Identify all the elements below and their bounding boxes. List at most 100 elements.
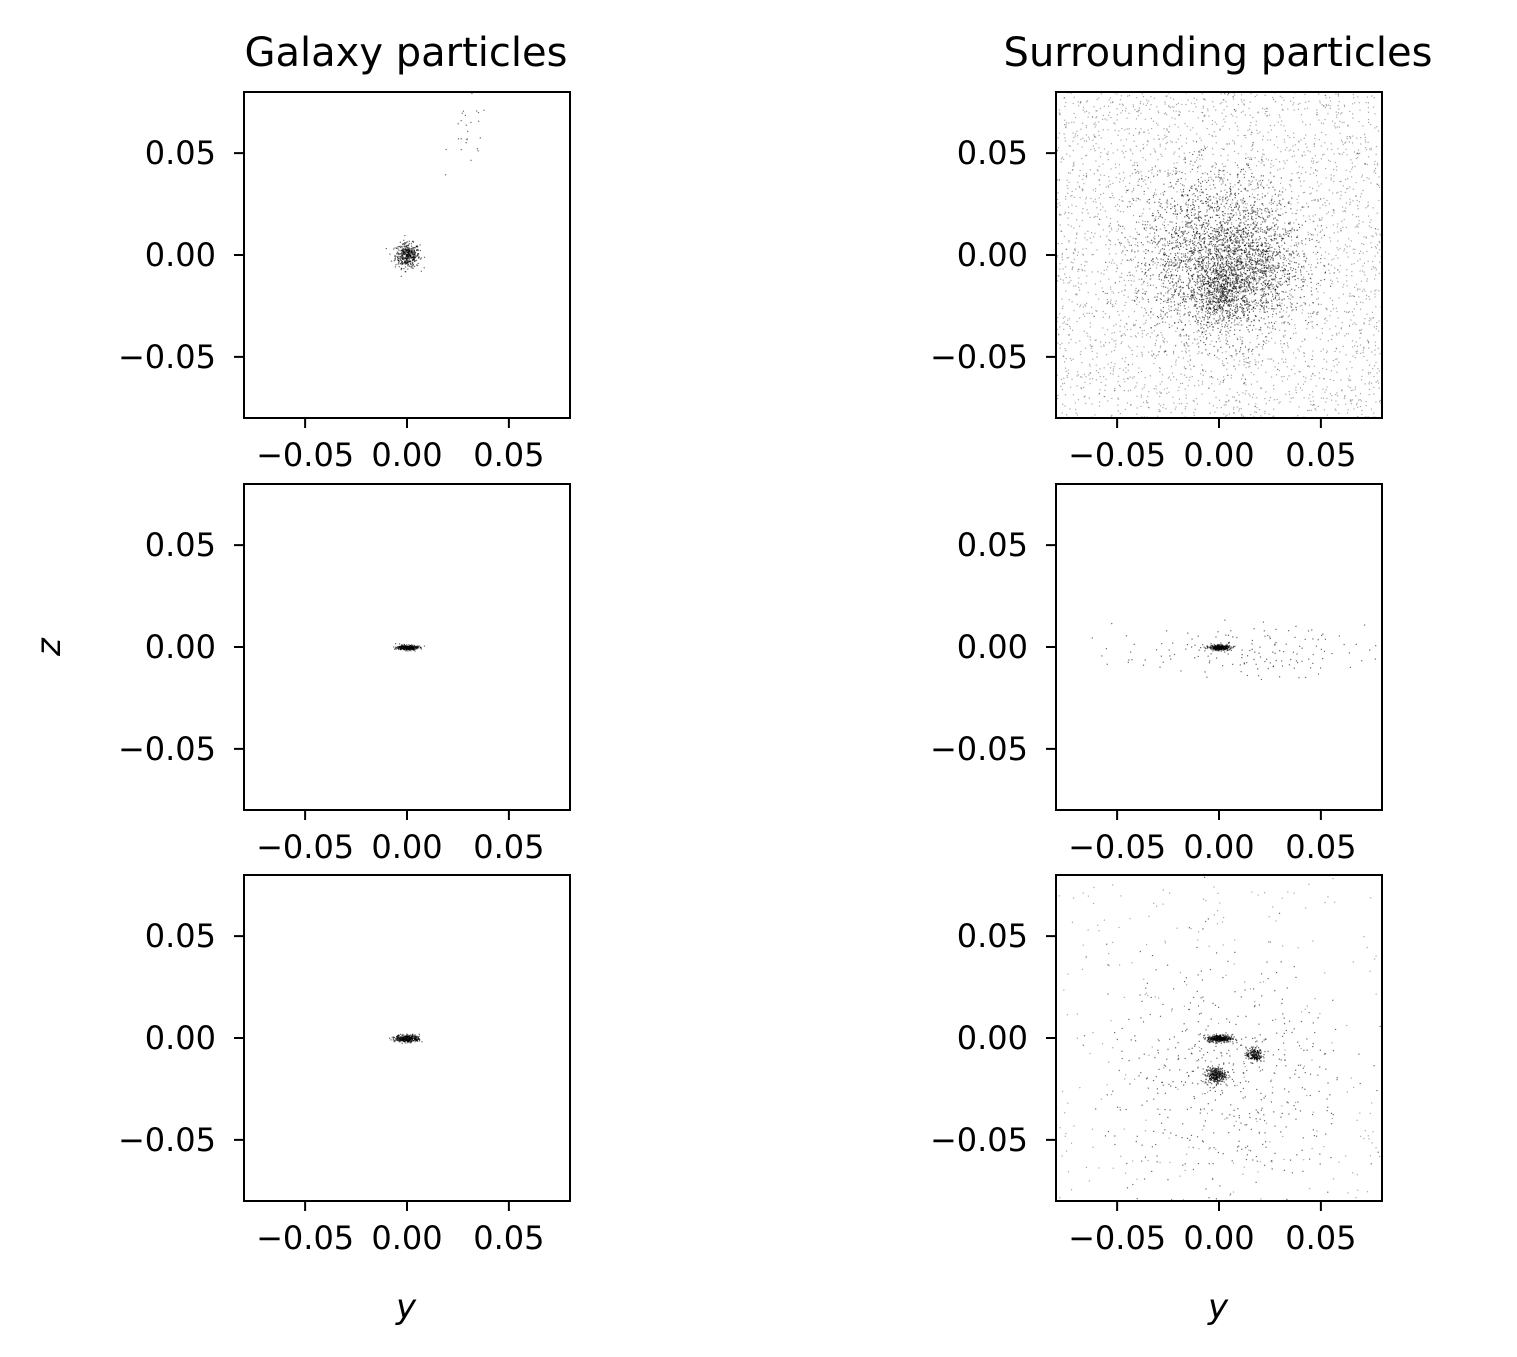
particle-point <box>1257 250 1259 252</box>
particle-point <box>1110 197 1112 199</box>
particle-point <box>1289 268 1292 270</box>
particle-point <box>1171 229 1174 231</box>
particle-point <box>1315 253 1317 255</box>
particle-point <box>403 257 406 260</box>
particle-point <box>1207 228 1210 230</box>
particle-point <box>1270 159 1273 162</box>
particle-point <box>1168 391 1170 393</box>
particle-point <box>1228 128 1230 130</box>
particle-point <box>1168 92 1170 94</box>
particle-point <box>1191 220 1193 222</box>
particle-point <box>1334 122 1336 124</box>
y-tick-label: 0.00 <box>145 236 216 274</box>
particle-point <box>1104 396 1106 398</box>
particle-point <box>1178 292 1181 294</box>
particle-point <box>1216 407 1218 409</box>
particle-point <box>1256 129 1258 131</box>
particle-point <box>1368 341 1370 343</box>
particle-point <box>1251 172 1253 174</box>
particle-point <box>1145 104 1147 107</box>
particle-point <box>1179 315 1181 318</box>
particle-point <box>1113 122 1115 124</box>
particle-point <box>1121 259 1124 261</box>
particle-point <box>1244 187 1246 190</box>
particle-point <box>420 257 422 259</box>
particle-point <box>1277 146 1279 149</box>
particle-point <box>1136 231 1138 234</box>
particle-point <box>1262 251 1264 253</box>
particle-point <box>1375 228 1377 230</box>
particle-point <box>1174 289 1176 291</box>
particle-point <box>1360 193 1363 195</box>
particle-point <box>1118 280 1121 283</box>
particle-point <box>1301 155 1303 157</box>
particle-point <box>1223 404 1225 406</box>
particle-point <box>1289 184 1291 186</box>
particle-point <box>1316 109 1318 111</box>
particle-point <box>1121 196 1123 198</box>
particle-point <box>1351 275 1353 277</box>
particle-point <box>1375 274 1377 276</box>
particle-point <box>1288 390 1290 393</box>
particle-point <box>1075 412 1077 414</box>
particle-point <box>1191 286 1193 288</box>
particle-point <box>1233 270 1235 272</box>
particle-point <box>1272 186 1274 188</box>
particle-point <box>1255 238 1257 240</box>
particle-point <box>1284 273 1286 275</box>
particle-point <box>1251 217 1253 219</box>
particle-point <box>1088 312 1090 314</box>
particle-point <box>1330 143 1332 145</box>
particle-point <box>1183 238 1185 240</box>
particle-point <box>1168 310 1171 312</box>
particle-point <box>1329 97 1331 99</box>
particle-point <box>1368 388 1371 391</box>
particle-point <box>1184 239 1186 241</box>
particle-point <box>1364 416 1367 418</box>
particle-point <box>1141 351 1143 353</box>
particle-point <box>1219 278 1221 280</box>
particle-point <box>1333 365 1335 367</box>
particle-point <box>1186 343 1188 345</box>
particle-point <box>1200 228 1202 230</box>
particle-point <box>411 267 413 269</box>
particle-point <box>1119 99 1122 101</box>
particle-point <box>1350 319 1352 321</box>
particle-point <box>1329 393 1331 395</box>
particle-point <box>1233 214 1235 216</box>
particle-point <box>398 262 400 264</box>
particle-point <box>1291 269 1293 272</box>
particle-point <box>1199 151 1201 153</box>
particle-point <box>1304 360 1307 363</box>
particle-point <box>1095 143 1097 145</box>
particle-point <box>1357 215 1360 218</box>
particle-point <box>1362 349 1364 351</box>
particle-point <box>1187 240 1189 242</box>
particle-point <box>1094 135 1096 137</box>
particle-point <box>1159 297 1161 300</box>
particle-point <box>1361 375 1363 378</box>
particle-point <box>1316 234 1319 236</box>
particle-point <box>1209 412 1211 414</box>
particle-point <box>1130 328 1132 331</box>
particle-point <box>1361 242 1363 245</box>
particle-point <box>1262 295 1265 297</box>
particle-point <box>1256 273 1258 275</box>
particle-point <box>1154 325 1156 327</box>
particle-point <box>461 112 463 114</box>
particle-point <box>1370 147 1372 149</box>
particle-point <box>1260 260 1262 263</box>
particle-point <box>1327 340 1329 342</box>
particle-point <box>1134 387 1136 389</box>
particle-point <box>1175 344 1177 347</box>
particle-point <box>407 268 409 270</box>
particle-point <box>1073 96 1075 98</box>
particle-point <box>1159 383 1161 385</box>
particle-point <box>409 252 411 254</box>
particle-point <box>1216 193 1218 195</box>
particle-point <box>1143 193 1145 195</box>
particle-point <box>1291 197 1293 199</box>
particle-point <box>1310 378 1312 380</box>
particle-point <box>1238 233 1240 235</box>
particle-point <box>1202 98 1205 100</box>
